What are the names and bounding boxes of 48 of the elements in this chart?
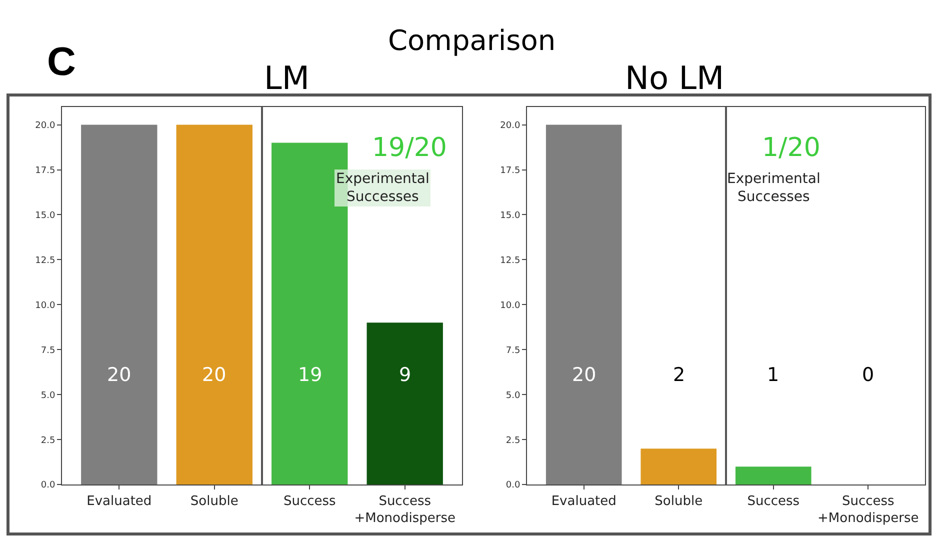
y-tick-label: 7.5 [506,346,520,356]
y-tick-label: 2.5 [506,436,520,446]
annotation: 1 [767,364,780,386]
x-tick-label: Soluble [654,494,703,510]
text: Comparison [388,24,556,57]
y-tick-label: 17.5 [500,166,520,176]
annotation: 0 [862,364,874,386]
y-tick-label: 15.0 [500,210,520,221]
chart-title: LM [264,59,310,97]
x-tick-label: Evaluated [551,494,616,510]
y-tick-label: 12.5 [500,256,520,266]
y-tick-label: 20.0 [500,120,520,131]
x-tick-label: Success +Monodisperse [354,494,456,526]
x-tick-label: Success [747,494,800,510]
data-label: 20 [202,364,226,386]
x-tick-label: Success +Monodisperse [818,494,919,526]
annotation: 19/20 [372,133,447,163]
x-tick-label: Soluble [190,494,238,510]
bar [81,124,158,485]
chart-title: No LM [625,59,724,97]
data-label: 19 [298,364,322,386]
y-tick-label: 0.0 [506,480,520,491]
y-tick-label: 20.0 [35,120,56,131]
bar [176,124,252,485]
y-tick-label: 15.0 [35,210,56,221]
bar [735,466,812,485]
y-tick-label: 12.5 [35,256,56,266]
annotation: Experimental Successes [727,171,820,206]
text: C [47,40,76,84]
y-tick-label: 2.5 [40,436,56,446]
x-tick-label: Evaluated [86,494,152,510]
data-label: 20 [107,364,132,386]
y-tick-label: 5.0 [506,390,520,401]
annotation: 1/20 [762,133,820,163]
y-tick-label: 10.0 [500,300,520,311]
y-tick-label: 7.5 [40,346,56,356]
y-tick-label: 10.0 [35,300,56,311]
y-tick-label: 0.0 [40,480,56,491]
y-tick-label: 5.0 [40,390,56,401]
annotation: Experimental Successes [336,171,430,206]
x-tick-label: Success [283,494,336,510]
bar [640,448,717,485]
annotation: 2 [673,364,686,386]
data-label: 20 [572,364,596,386]
bar [366,322,443,485]
y-tick-label: 17.5 [35,166,56,176]
bar [546,124,622,485]
data-label: 9 [399,364,412,386]
